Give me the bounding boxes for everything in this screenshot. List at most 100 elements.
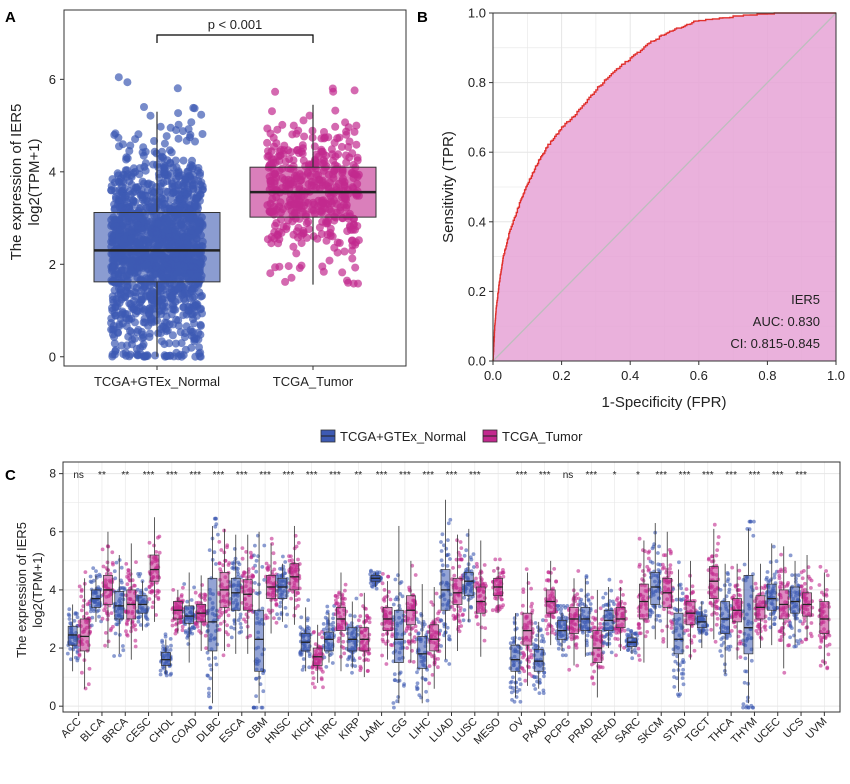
- scatter-point: [300, 133, 308, 141]
- scatter-point: [288, 274, 296, 282]
- scatter-point: [393, 672, 397, 676]
- scatter-point: [158, 295, 166, 303]
- scatter-point: [437, 610, 441, 614]
- scatter-point: [103, 644, 107, 648]
- scatter-point: [126, 142, 134, 150]
- scatter-point: [546, 578, 550, 582]
- scatter-point: [67, 613, 71, 617]
- scatter-point: [501, 571, 505, 575]
- scatter-point: [241, 557, 245, 561]
- scatter-point: [207, 691, 211, 695]
- y-tick-label: 4: [49, 164, 56, 179]
- scatter-point: [172, 349, 180, 357]
- scatter-point: [119, 579, 123, 583]
- scatter-point: [146, 307, 154, 315]
- scatter-point: [74, 656, 78, 660]
- scatter-point: [436, 665, 440, 669]
- scatter-point: [472, 552, 476, 556]
- scatter-point: [199, 182, 207, 190]
- scatter-point: [323, 656, 327, 660]
- scatter-point: [172, 190, 180, 198]
- scatter-point: [296, 264, 304, 272]
- y-tick-label: 0.8: [468, 75, 486, 90]
- scatter-point: [126, 582, 130, 586]
- scatter-point: [294, 234, 302, 242]
- scatter-point: [128, 328, 136, 336]
- scatter-point: [452, 574, 456, 578]
- panel-b-xlabel: 1-Specificity (FPR): [601, 394, 726, 411]
- scatter-point: [125, 352, 133, 360]
- scatter-point: [151, 605, 155, 609]
- scatter-point: [227, 644, 231, 648]
- scatter-point: [75, 612, 79, 616]
- scatter-point: [218, 561, 222, 565]
- scatter-point: [590, 596, 594, 600]
- scatter-point: [552, 567, 556, 571]
- scatter-point: [169, 673, 173, 677]
- scatter-point: [73, 619, 77, 623]
- scatter-point: [296, 591, 300, 595]
- scatter-point: [313, 685, 317, 689]
- legend-label-normal: TCGA+GTEx_Normal: [340, 429, 466, 444]
- scatter-point: [79, 595, 83, 599]
- scatter-point: [302, 657, 306, 661]
- scatter-point: [239, 626, 243, 630]
- scatter-point: [393, 678, 397, 682]
- scatter-point: [691, 584, 695, 588]
- scatter-point: [521, 590, 525, 594]
- scatter-point: [225, 545, 229, 549]
- scatter-point: [331, 621, 335, 625]
- scatter-point: [637, 647, 641, 651]
- scatter-point: [383, 588, 387, 592]
- scatter-point: [76, 615, 80, 619]
- scatter-point: [134, 351, 142, 359]
- scatter-point: [700, 628, 704, 632]
- scatter-point: [180, 595, 184, 599]
- scatter-point: [444, 659, 448, 663]
- scatter-point: [439, 618, 443, 622]
- scatter-point: [112, 654, 116, 658]
- scatter-point: [610, 651, 614, 655]
- scatter-point: [238, 616, 242, 620]
- scatter-point: [463, 608, 467, 612]
- scatter-point: [89, 610, 93, 614]
- scatter-point: [686, 628, 690, 632]
- scatter-point: [121, 586, 125, 590]
- scatter-point: [254, 694, 258, 698]
- scatter-point: [358, 656, 362, 660]
- scatter-point: [82, 615, 86, 619]
- scatter-point: [156, 536, 160, 540]
- scatter-point: [480, 571, 484, 575]
- scatter-point: [598, 626, 602, 630]
- scatter-point: [123, 198, 131, 206]
- scatter-point: [415, 687, 419, 691]
- scatter-point: [276, 152, 284, 160]
- scatter-point: [296, 558, 300, 562]
- scatter-point: [217, 615, 221, 619]
- scatter-point: [439, 644, 443, 648]
- scatter-point: [366, 658, 370, 662]
- scatter-point: [144, 186, 152, 194]
- scatter-point: [184, 629, 188, 633]
- scatter-point: [266, 616, 270, 620]
- scatter-point: [710, 555, 714, 559]
- scatter-point: [359, 593, 363, 597]
- scatter-point: [119, 140, 127, 148]
- scatter-point: [278, 121, 286, 129]
- scatter-point: [689, 638, 693, 642]
- scatter-point: [148, 597, 152, 601]
- scatter-point: [311, 671, 315, 675]
- scatter-point: [337, 639, 341, 643]
- scatter-point: [197, 601, 201, 605]
- scatter-point: [463, 554, 467, 558]
- scatter-point: [188, 176, 196, 184]
- scatter-point: [294, 598, 298, 602]
- scatter-point: [426, 699, 430, 703]
- x-tick-label: 0.4: [621, 368, 639, 383]
- scatter-point: [714, 640, 718, 644]
- scatter-point: [137, 287, 145, 295]
- scatter-point: [661, 567, 665, 571]
- scatter-point: [394, 578, 398, 582]
- scatter-point: [525, 567, 529, 571]
- scatter-point: [197, 322, 205, 330]
